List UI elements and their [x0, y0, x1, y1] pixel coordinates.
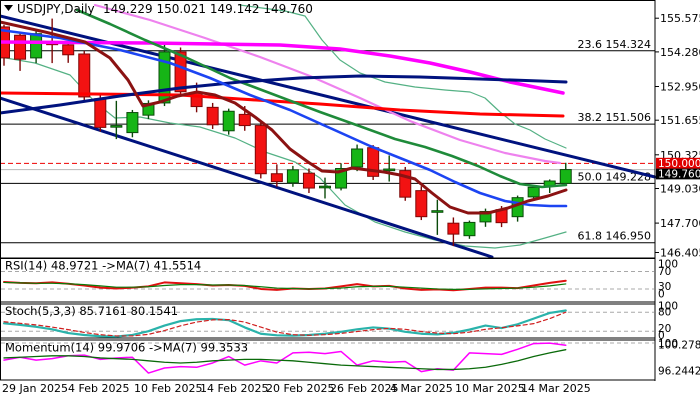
candle-body: [463, 221, 476, 237]
candle-body: [270, 173, 283, 183]
stoch-pane-title: Stoch(5,3,3) 85.7161 80.1541: [5, 304, 178, 318]
price-axis-label: 146.405: [660, 247, 700, 260]
price-badge-label: 150.000: [658, 158, 700, 170]
mom-axis-label: 100.2786: [658, 340, 700, 352]
stoch-axis-label: 0: [658, 330, 665, 342]
price-badge-label: 149.760: [658, 169, 700, 181]
time-axis-label: 26 Feb 2025: [330, 382, 398, 395]
candle-body: [447, 222, 460, 235]
candle-body: [319, 185, 331, 189]
ma-maroon-line: [0, 20, 568, 215]
price-axis-label: 151.655: [660, 114, 700, 127]
candle-body: [238, 113, 251, 127]
time-axis-label: 20 Feb 2025: [266, 382, 334, 395]
candle-body: [351, 148, 364, 168]
rsi-axis-label: 30: [658, 281, 671, 293]
fib-level-label: 50.0 149.228: [578, 170, 651, 183]
candle-body: [14, 34, 27, 60]
candle-body: [415, 190, 428, 218]
stoch-axis-label: 100: [658, 301, 678, 313]
time-axis-label: 10 Feb 2025: [134, 382, 202, 395]
candle-body: [110, 125, 123, 128]
rsi-axis-label: 100: [658, 259, 678, 271]
channel-lower-trendline: [0, 96, 494, 259]
stoch-k-line: [2, 309, 567, 338]
time-axis-label: 10 Mar 2025: [455, 382, 525, 395]
ma-plum-line: [93, 3, 562, 165]
candle-body: [206, 106, 219, 126]
candle-body: [559, 169, 572, 184]
ma-green-line: [75, 8, 568, 189]
candle-body: [174, 51, 187, 93]
candle-body: [335, 168, 348, 189]
candle-body: [399, 170, 412, 198]
candle-body: [431, 210, 444, 213]
mom-axis-label: 96.2442: [658, 366, 700, 378]
rsi-ma-line: [3, 281, 567, 290]
stoch-d-line: [3, 311, 567, 337]
candle-body: [62, 44, 75, 56]
fib-level-label: 38.2 151.506: [578, 111, 651, 124]
price-axis-label: 155.575: [660, 12, 700, 25]
price-axis[interactable]: 155.575154.280152.950151.655150.325149.0…: [655, 12, 700, 260]
candle-body: [158, 51, 171, 104]
candle-body: [383, 168, 396, 172]
time-axis-label: 14 Feb 2025: [200, 382, 268, 395]
symbol-dropdown-icon[interactable]: [4, 5, 13, 11]
momentum-ma-line: [3, 349, 567, 371]
rsi-axis-label: 70: [658, 266, 671, 278]
price-axis-label: 154.280: [660, 46, 700, 59]
stoch-axis-label: 20: [658, 323, 671, 335]
rsi-axis-label: 0: [658, 289, 665, 301]
time-axis-label: 29 Jan 2025: [2, 382, 68, 395]
candle-body: [302, 172, 315, 189]
candle-body: [30, 33, 43, 59]
candle-body: [527, 186, 540, 198]
candle-body: [78, 53, 91, 98]
bollinger-upper-line: [239, 4, 567, 149]
momentum-pane-title: Momentum(14) 99.9706 ->MA(7) 99.3533: [5, 341, 248, 355]
ma-blue-line: [0, 28, 568, 208]
overlay-lines-layer: [0, 3, 568, 215]
fib-level-label: 23.6 154.324: [578, 38, 651, 51]
background-lines-layer: 23.6 154.324 38.2 151.506 50.0 149.228 61.8…: [0, 4, 657, 259]
candle-body: [479, 210, 492, 223]
time-axis-label: 14 Mar 2025: [521, 382, 591, 395]
price-axis-label: 152.950: [660, 81, 700, 94]
chart-title-symbol: USDJPY,Daily: [17, 2, 95, 16]
rsi-pane-title: RSI(14) 48.9721 ->MA(7) 41.5514: [5, 259, 201, 273]
time-axis-label: 4 Mar 2025: [390, 382, 453, 395]
chart-title-ohlc: 149.229 150.021 149.142 149.760: [103, 2, 313, 16]
momentum-line: [3, 342, 567, 374]
time-axis-label: 4 Feb 2025: [68, 382, 129, 395]
stoch-axis-label: 80: [658, 307, 671, 319]
price-axis-label: 149.030: [660, 183, 700, 196]
candle-body: [286, 169, 299, 184]
fib-level-label: 61.8 146.950: [578, 230, 651, 243]
candle-body: [94, 98, 107, 128]
price-badge: [656, 168, 700, 180]
price-axis-label: 147.700: [660, 217, 700, 230]
candle-body: [254, 125, 267, 175]
price-badge: [656, 157, 700, 169]
candle-body: [222, 110, 235, 132]
mom-axis-label: 100: [658, 338, 678, 350]
candle-body: [126, 112, 139, 134]
ma-navy-line: [0, 74, 568, 115]
